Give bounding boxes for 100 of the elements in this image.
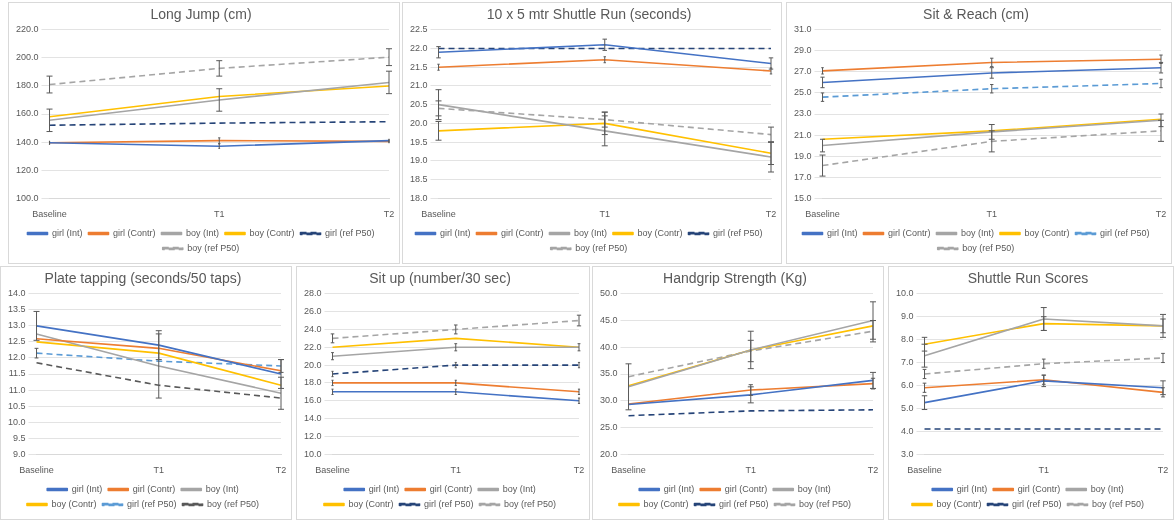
y-tick-label: 18.0 <box>303 377 322 388</box>
legend-label: boy (Int) <box>797 483 831 494</box>
y-tick-label: 29.0 <box>793 45 812 56</box>
y-tick-label: 220.0 <box>15 24 39 35</box>
legend-label: girl (Int) <box>368 483 400 494</box>
x-tick-label: T1 <box>745 465 757 476</box>
y-tick-label: 13.5 <box>7 304 26 315</box>
x-tick-label: Baseline <box>805 209 840 220</box>
x-tick-label: Baseline <box>907 465 942 476</box>
legend-label: boy (Contr) <box>348 498 394 509</box>
x-tick-label: T1 <box>599 209 611 220</box>
y-tick-label: 45.0 <box>599 315 618 326</box>
legend-label: boy (ref P50) <box>799 498 852 509</box>
y-tick-label: 16.0 <box>303 395 322 406</box>
chart-title: Sit & Reach (cm) <box>923 6 1029 23</box>
y-tick-label: 9.5 <box>13 432 26 443</box>
legend-label: boy (ref P50) <box>504 498 557 509</box>
legend-label: girl (ref P50) <box>1100 227 1150 238</box>
legend-label: girl (ref P50) <box>423 498 474 509</box>
chart-title: 10 x 5 mtr Shuttle Run (seconds) <box>486 6 692 23</box>
chart-title: Sit up (number/30 sec) <box>369 270 511 287</box>
x-tick-label: Baseline <box>315 465 350 476</box>
legend-label: girl (Contr) <box>429 483 473 494</box>
legend-label: boy (Int) <box>502 483 536 494</box>
legend-label: girl (Contr) <box>1017 483 1061 494</box>
chart-title: Shuttle Run Scores <box>967 270 1089 287</box>
x-tick-label: T2 <box>1157 465 1169 476</box>
x-tick-label: Baseline <box>611 465 646 476</box>
y-tick-label: 12.0 <box>303 430 322 441</box>
y-tick-label: 18.5 <box>409 173 428 184</box>
y-tick-label: 140.0 <box>15 136 39 147</box>
y-tick-label: 20.0 <box>303 359 322 370</box>
y-tick-label: 17.0 <box>793 171 812 182</box>
y-tick-label: 19.0 <box>409 155 428 166</box>
chart-title: Handgrip Strength (Kg) <box>663 270 807 287</box>
y-tick-label: 20.0 <box>409 117 428 128</box>
y-tick-label: 12.0 <box>7 352 26 363</box>
legend-label: boy (Contr) <box>637 227 683 238</box>
legend-label: girl (ref P50) <box>718 498 769 509</box>
y-tick-label: 40.0 <box>599 341 618 352</box>
y-tick-label: 9.0 <box>13 448 26 459</box>
y-tick-label: 7.0 <box>901 357 914 368</box>
y-tick-label: 13.0 <box>7 320 26 331</box>
y-tick-label: 21.0 <box>793 129 812 140</box>
legend-label: boy (ref P50) <box>207 498 260 509</box>
x-tick-label: Baseline <box>421 209 456 220</box>
y-tick-label: 20.5 <box>409 99 428 110</box>
y-tick-label: 10.0 <box>7 416 26 427</box>
y-tick-label: 10.5 <box>7 400 26 411</box>
legend-label: girl (Int) <box>956 483 988 494</box>
legend-label: boy (ref P50) <box>187 242 240 253</box>
legend-label: boy (Int) <box>205 483 239 494</box>
legend-label: girl (ref P50) <box>325 227 375 238</box>
x-tick-label: T2 <box>573 465 585 476</box>
chart-title: Plate tapping (seconds/50 taps) <box>44 270 242 287</box>
x-tick-label: T2 <box>383 209 395 220</box>
legend-label: boy (Contr) <box>643 498 689 509</box>
chart-title: Long Jump (cm) <box>150 6 252 23</box>
legend-label: girl (ref P50) <box>1011 498 1062 509</box>
y-tick-label: 22.0 <box>409 43 428 53</box>
y-tick-label: 27.0 <box>793 66 812 77</box>
legend-label: boy (ref P50) <box>1092 498 1145 509</box>
y-tick-label: 12.5 <box>7 336 26 347</box>
legend-label: girl (Int) <box>439 227 471 238</box>
legend-label: boy (ref P50) <box>575 242 628 253</box>
legend-label: girl (Int) <box>663 483 695 494</box>
y-tick-label: 21.0 <box>409 80 428 91</box>
y-tick-label: 8.0 <box>901 334 914 345</box>
legend-label: boy (Int) <box>573 227 607 238</box>
y-tick-label: 10.0 <box>895 288 914 299</box>
x-tick-label: T2 <box>1155 209 1167 220</box>
legend-label: boy (Contr) <box>249 227 295 238</box>
legend-label: boy (Int) <box>960 227 994 238</box>
y-tick-label: 22.5 <box>409 24 428 35</box>
y-tick-label: 14.0 <box>303 413 322 424</box>
x-tick-label: T1 <box>986 209 998 220</box>
y-tick-label: 120.0 <box>15 164 39 175</box>
x-tick-label: T2 <box>867 465 879 476</box>
x-tick-label: T2 <box>275 465 287 476</box>
y-tick-label: 4.0 <box>901 425 914 436</box>
legend-label: boy (Int) <box>185 227 219 238</box>
y-tick-label: 35.0 <box>599 368 618 379</box>
y-tick-label: 18.0 <box>409 192 428 203</box>
legend-label: girl (Int) <box>826 227 858 238</box>
legend-label: boy (Contr) <box>936 498 982 509</box>
y-tick-label: 50.0 <box>599 288 618 299</box>
y-tick-label: 3.0 <box>901 448 914 459</box>
y-tick-label: 100.0 <box>15 192 39 203</box>
y-tick-label: 30.0 <box>599 395 618 406</box>
y-tick-label: 24.0 <box>303 323 322 334</box>
y-tick-label: 5.0 <box>901 402 914 413</box>
x-tick-label: T2 <box>765 209 777 220</box>
y-tick-label: 23.0 <box>793 108 812 119</box>
y-tick-label: 11.5 <box>8 368 26 379</box>
y-tick-label: 19.0 <box>793 150 812 161</box>
y-tick-label: 15.0 <box>793 192 812 203</box>
legend-label: girl (Contr) <box>132 483 176 494</box>
legend-label: girl (Contr) <box>724 483 768 494</box>
y-tick-label: 6.0 <box>901 379 914 390</box>
y-tick-label: 20.0 <box>599 448 618 459</box>
